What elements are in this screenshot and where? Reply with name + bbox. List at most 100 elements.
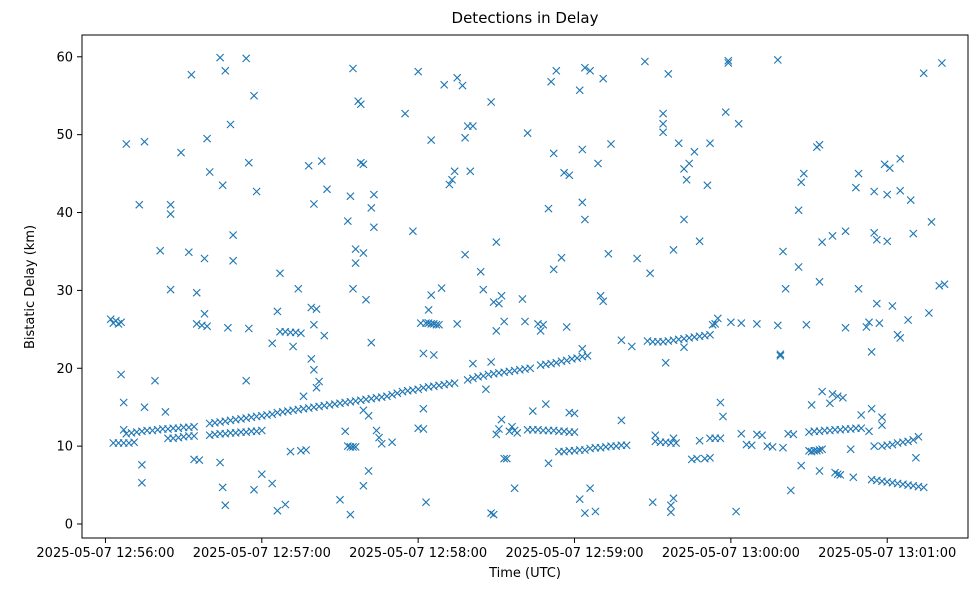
data-point-x-marker [825, 399, 834, 408]
data-point-x-marker [257, 426, 266, 435]
data-point-x-marker [369, 190, 378, 199]
data-point-x-marker [937, 59, 946, 67]
data-point-x-marker [680, 343, 688, 352]
data-point-x-marker [909, 435, 918, 444]
data-point-x-marker [312, 305, 321, 314]
data-point-x-marker [870, 442, 879, 451]
data-point-x-marker [758, 431, 767, 440]
data-point-x-marker [528, 407, 537, 416]
data-point-x-marker [273, 506, 282, 515]
data-point-x-marker [521, 317, 529, 326]
data-point-x-marker [797, 178, 806, 187]
data-point-x-marker [203, 322, 212, 331]
data-point-x-marker [828, 231, 837, 240]
data-point-x-marker [450, 379, 459, 388]
data-point-x-marker [205, 168, 214, 176]
data-point-x-marker [896, 186, 905, 195]
data-point-x-marker [878, 413, 886, 422]
data-point-x-marker [497, 415, 506, 424]
data-point-x-marker [815, 467, 824, 475]
data-point-x-marker [594, 159, 602, 168]
data-point-x-marker [151, 376, 159, 385]
y-tick-label: 60 [56, 50, 73, 65]
y-tick-label: 30 [56, 284, 73, 299]
data-point-x-marker [640, 57, 649, 66]
x-tick-label: 2025-05-07 13:01:00 [818, 546, 956, 561]
data-point-x-marker [833, 392, 842, 401]
data-point-x-marker [346, 192, 355, 201]
data-point-x-marker [448, 175, 456, 184]
data-point-x-marker [268, 410, 277, 419]
data-point-x-marker [177, 148, 185, 157]
data-point-x-marker [669, 245, 678, 254]
data-point-x-marker [223, 323, 232, 332]
data-point-x-marker [419, 349, 428, 358]
data-point-x-marker [203, 134, 212, 143]
data-point-x-marker [221, 66, 230, 75]
data-point-x-marker [130, 438, 139, 447]
data-point-x-marker [919, 69, 928, 78]
data-point-x-marker [309, 320, 318, 329]
data-point-x-marker [768, 442, 777, 451]
data-point-x-marker [382, 392, 391, 401]
data-point-x-marker [296, 329, 305, 338]
data-point-x-marker [552, 358, 561, 367]
data-point-x-marker [510, 484, 519, 493]
data-point-x-marker [427, 291, 436, 300]
data-point-x-marker [117, 370, 126, 379]
data-point-x-marker [549, 265, 558, 274]
x-tick-label: 2025-05-07 13:00:00 [662, 546, 800, 561]
data-point-x-marker [541, 400, 550, 409]
data-point-x-marker [706, 330, 714, 339]
data-point-x-marker [828, 390, 837, 398]
data-point-x-marker [552, 66, 561, 75]
data-point-x-marker [427, 136, 436, 145]
data-point-x-marker [458, 81, 467, 90]
data-point-x-marker [734, 119, 743, 128]
data-point-x-marker [388, 438, 397, 447]
data-point-x-marker [244, 324, 253, 333]
data-point-x-marker [468, 374, 477, 383]
data-point-x-marker [544, 204, 553, 213]
data-point-x-marker [708, 320, 717, 329]
data-point-x-marker [940, 280, 949, 289]
data-point-x-marker [276, 269, 284, 278]
y-axis-label: Bistatic Delay (km) [23, 225, 38, 349]
data-point-x-marker [140, 137, 149, 146]
data-point-x-marker [812, 446, 821, 455]
data-points [106, 53, 949, 519]
data-point-x-marker [815, 140, 824, 149]
data-point-x-marker [518, 295, 527, 303]
data-point-x-marker [500, 454, 509, 463]
data-point-x-marker [494, 299, 503, 308]
data-point-x-marker [312, 383, 321, 392]
data-point-x-marker [526, 364, 535, 373]
data-point-x-marker [575, 86, 584, 95]
data-point-x-marker [927, 217, 936, 226]
data-point-x-marker [341, 427, 350, 436]
data-point-x-marker [502, 454, 511, 463]
x-axis: 2025-05-07 12:56:00 2025-05-07 12:57:00 20… [36, 538, 956, 561]
data-point-x-marker [466, 167, 475, 176]
data-point-x-marker [737, 429, 746, 438]
data-point-x-marker [716, 398, 725, 407]
data-point-x-marker [599, 74, 608, 83]
data-point-x-marker [562, 323, 571, 331]
data-point-x-marker [690, 147, 699, 156]
data-point-x-marker [513, 428, 522, 437]
data-point-x-marker [659, 128, 668, 137]
data-point-x-marker [479, 372, 488, 380]
x-tick-label: 2025-05-07 12:59:00 [505, 546, 643, 561]
data-point-x-marker [797, 461, 806, 470]
data-point-x-marker [818, 387, 827, 396]
data-point-x-marker [307, 354, 316, 363]
data-point-x-marker [666, 508, 675, 517]
data-point-x-marker [377, 439, 386, 448]
y-tick-label: 10 [56, 440, 73, 455]
data-point-x-marker [862, 323, 871, 331]
data-point-x-marker [364, 467, 373, 475]
data-point-x-marker [216, 53, 225, 62]
data-point-x-marker [815, 277, 824, 286]
data-point-x-marker [468, 122, 477, 131]
data-point-x-marker [651, 431, 660, 440]
